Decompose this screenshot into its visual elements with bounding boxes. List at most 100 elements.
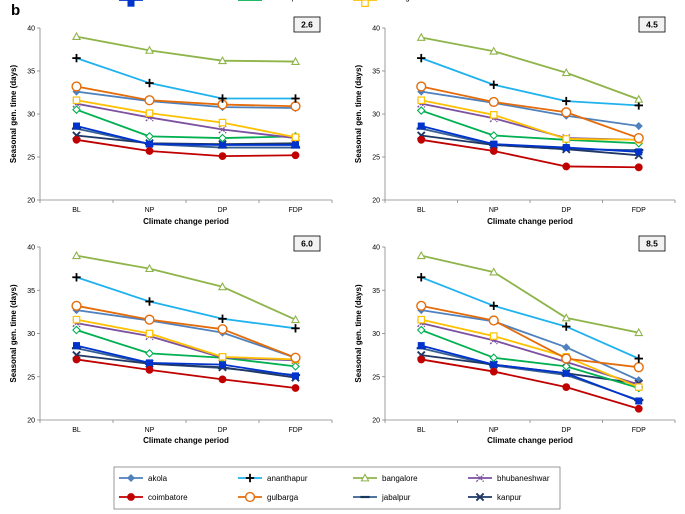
series-line bbox=[421, 318, 640, 388]
y-axis-label: Seasonal gen. time (days) bbox=[354, 284, 363, 383]
data-point bbox=[416, 325, 426, 335]
x-tick-label: FDP bbox=[632, 207, 646, 214]
series-ludhiana bbox=[417, 122, 643, 156]
series-line bbox=[76, 125, 296, 146]
series-line bbox=[421, 134, 639, 157]
y-tick-label: 30 bbox=[27, 331, 35, 338]
data-point bbox=[488, 315, 499, 326]
data-point bbox=[145, 131, 154, 141]
data-point bbox=[561, 67, 571, 77]
data-point bbox=[291, 141, 299, 149]
series-gulbarga bbox=[71, 300, 301, 363]
x-tick-label: FDP bbox=[289, 427, 303, 434]
data-point bbox=[145, 349, 154, 358]
series-line bbox=[76, 254, 296, 321]
data-point bbox=[145, 329, 154, 338]
x-tick-label: DP bbox=[218, 207, 228, 214]
data-point bbox=[72, 355, 81, 364]
series-group bbox=[416, 250, 644, 413]
legend-label: gulbarga bbox=[267, 493, 299, 502]
data-point bbox=[219, 141, 227, 149]
legend-marker bbox=[126, 473, 136, 483]
legend-label: Warangal bbox=[382, 0, 416, 2]
legend-item-ananthapur: ananthapur bbox=[238, 473, 308, 483]
data-point bbox=[633, 362, 644, 373]
data-point bbox=[562, 343, 571, 352]
data-point bbox=[218, 118, 227, 127]
y-tick-label: 35 bbox=[27, 69, 35, 76]
data-point bbox=[290, 56, 301, 65]
series-gulbarga bbox=[416, 81, 644, 144]
data-point bbox=[145, 297, 154, 306]
legend-marker bbox=[244, 491, 256, 503]
data-point bbox=[291, 384, 300, 392]
data-point bbox=[490, 361, 498, 369]
data-point bbox=[290, 352, 301, 363]
legend-label: ananthapur bbox=[267, 474, 308, 483]
data-point bbox=[490, 140, 498, 148]
series-ananthapur bbox=[72, 273, 300, 333]
legend-item-akola: akola bbox=[119, 473, 168, 483]
data-point bbox=[489, 131, 499, 140]
y-tick-label: 20 bbox=[27, 418, 35, 425]
series-group bbox=[71, 250, 301, 392]
series-line bbox=[420, 109, 639, 145]
data-point bbox=[562, 135, 571, 143]
data-point bbox=[72, 325, 81, 335]
data-point bbox=[489, 353, 499, 363]
data-point bbox=[71, 31, 82, 41]
y-tick-label: 20 bbox=[27, 198, 35, 205]
series-line bbox=[421, 304, 639, 369]
legend-label: Mohanpur bbox=[267, 0, 303, 2]
data-point bbox=[145, 365, 154, 374]
x-tick-label: NP bbox=[489, 207, 499, 214]
legend-item-kanpur: kanpur bbox=[468, 492, 522, 502]
legend-item-warangal: Warangal bbox=[353, 0, 416, 8]
series-line bbox=[421, 36, 640, 101]
legend-marker bbox=[360, 473, 370, 482]
legend-label: kanpur bbox=[497, 493, 522, 502]
series-ananthapur bbox=[417, 53, 643, 110]
legend-marker bbox=[361, 0, 369, 8]
data-point bbox=[73, 342, 81, 350]
series-line bbox=[420, 329, 640, 389]
x-axis-label: Climate change period bbox=[143, 436, 229, 445]
data-point bbox=[291, 133, 300, 142]
series-line bbox=[421, 125, 639, 153]
series-line bbox=[76, 85, 296, 108]
data-point bbox=[489, 332, 498, 340]
data-point bbox=[416, 81, 427, 92]
x-tick-label: DP bbox=[218, 427, 228, 434]
data-point bbox=[634, 122, 643, 131]
y-axis-label: Seasonal gen. time (days) bbox=[354, 65, 363, 164]
legend-item-mohanpur: Mohanpur bbox=[238, 0, 303, 2]
legend-marker bbox=[245, 473, 255, 483]
series-line bbox=[76, 309, 296, 359]
rcp-badge-label: 8.5 bbox=[646, 239, 658, 249]
data-point bbox=[218, 133, 227, 143]
rcp-badge-label: 6.0 bbox=[301, 239, 313, 249]
legend-label: bhubaneshwar bbox=[497, 474, 550, 483]
x-tick-label: BL bbox=[417, 427, 426, 434]
series-line bbox=[76, 304, 296, 359]
data-point bbox=[290, 314, 301, 324]
rcp-badge: 6.0 bbox=[293, 235, 321, 252]
data-point bbox=[634, 94, 644, 103]
series-warangal bbox=[72, 96, 300, 142]
data-point bbox=[416, 106, 426, 115]
data-point bbox=[635, 148, 643, 156]
series-line bbox=[420, 276, 640, 360]
data-point bbox=[218, 314, 227, 323]
y-tick-label: 30 bbox=[27, 112, 35, 119]
data-point bbox=[561, 361, 571, 371]
data-point bbox=[562, 322, 571, 331]
x-tick-label: NP bbox=[489, 427, 499, 434]
data-point bbox=[488, 96, 499, 108]
series-line bbox=[76, 127, 296, 149]
series-ananthapur bbox=[417, 273, 643, 363]
data-point bbox=[634, 383, 643, 391]
y-tick-label: 25 bbox=[27, 374, 35, 381]
y-tick-label: 30 bbox=[372, 112, 380, 119]
series-coimbatore bbox=[417, 135, 643, 172]
data-point bbox=[218, 152, 227, 161]
